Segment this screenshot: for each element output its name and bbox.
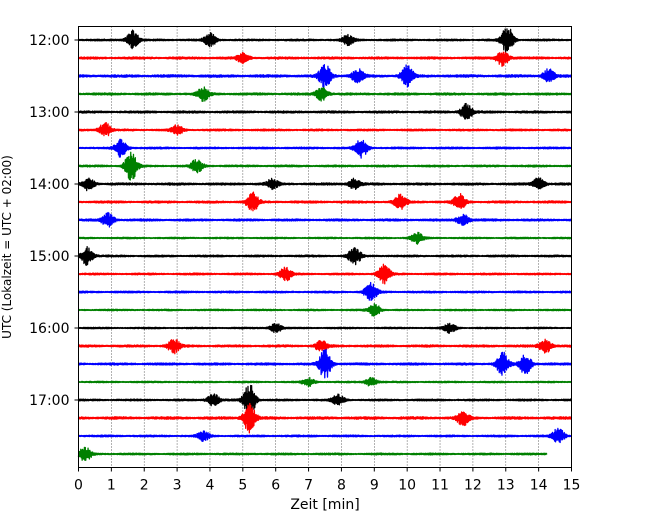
x-tick-label: 4 [206, 478, 215, 494]
seismic-trace [77, 376, 573, 388]
y-tick-label: 15:00 [29, 249, 69, 265]
seismic-trace [77, 322, 573, 334]
x-tick-label: 1 [107, 478, 116, 494]
seismic-trace [77, 151, 573, 181]
x-tick-label: 0 [74, 478, 83, 494]
seismic-trace [77, 338, 573, 355]
y-axis: 12:00 13:00 14:00 15:00 16:00 17:00 [29, 33, 79, 409]
x-tick-label: 12 [464, 478, 482, 494]
y-tick-label: 13:00 [29, 105, 69, 121]
seismic-trace [77, 86, 573, 102]
seismic-trace [77, 177, 573, 192]
x-tick-label: 10 [398, 478, 416, 494]
plot-frame [78, 26, 572, 468]
x-tick-label: 3 [173, 478, 182, 494]
x-tick-label: 9 [370, 478, 379, 494]
x-tick-label: 8 [337, 478, 346, 494]
x-axis-label: Zeit [min] [290, 497, 359, 513]
seismic-trace [77, 384, 573, 413]
seismic-trace [77, 211, 573, 228]
x-tick-label: 13 [497, 478, 515, 494]
seismic-trace [77, 51, 573, 67]
seismic-trace [77, 64, 573, 89]
trace-group [77, 28, 573, 461]
seismic-trace [77, 281, 573, 302]
seismic-trace [77, 348, 573, 379]
seismic-trace [77, 122, 573, 137]
seismic-trace [77, 246, 573, 266]
seismic-trace [77, 138, 573, 159]
x-tick-label: 15 [563, 478, 581, 494]
seismic-trace [77, 402, 573, 434]
seismic-trace [77, 263, 573, 285]
seismic-trace [77, 446, 548, 461]
seismic-trace [77, 427, 573, 444]
y-axis-label: UTC (Lokalzeit = UTC + 02:00) [0, 155, 14, 339]
seismic-trace [77, 231, 573, 245]
x-tick-label: 5 [238, 478, 247, 494]
x-tick-label: 14 [530, 478, 548, 494]
y-tick-label: 12:00 [29, 33, 69, 49]
x-tick-label: 7 [304, 478, 313, 494]
x-tick-label: 2 [140, 478, 149, 494]
y-tick-label: 14:00 [29, 177, 69, 193]
seismic-trace [77, 102, 573, 120]
seismic-trace [77, 303, 573, 317]
seismic-trace [77, 191, 573, 212]
x-axis: 0 1 2 3 4 5 6 7 8 9 10 11 12 13 14 15 [74, 467, 581, 494]
x-tick-label: 11 [431, 478, 449, 494]
seismic-trace [77, 28, 573, 54]
y-tick-label: 16:00 [29, 321, 69, 337]
y-tick-label: 17:00 [29, 393, 69, 409]
plot-area [78, 26, 572, 468]
x-tick-label: 6 [271, 478, 280, 494]
